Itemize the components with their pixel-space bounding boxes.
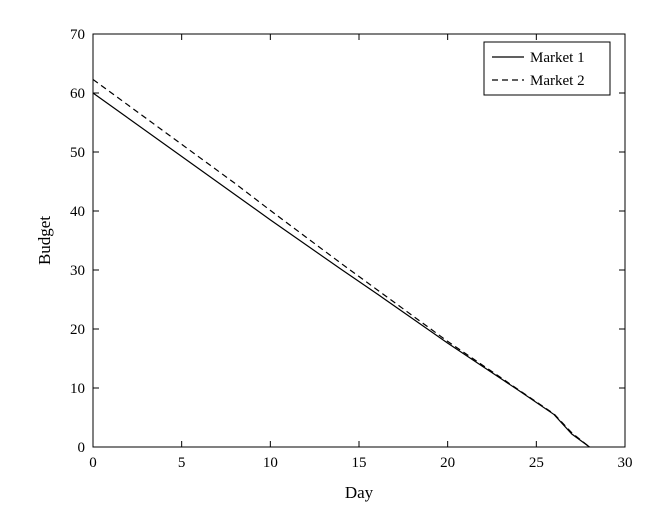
legend-label-2: Market 2 bbox=[530, 73, 585, 89]
x-tick-label: 0 bbox=[89, 455, 97, 471]
x-tick-label: 20 bbox=[440, 455, 455, 471]
series-layer bbox=[92, 78, 590, 448]
series-line-1 bbox=[92, 92, 590, 448]
y-tick-label: 60 bbox=[70, 86, 85, 102]
series-line-2 bbox=[92, 78, 590, 448]
y-axis-label: Budget bbox=[35, 216, 54, 265]
x-tick-label: 30 bbox=[618, 455, 633, 471]
legend: Market 1 Market 2 bbox=[483, 41, 611, 96]
x-tick-label: 5 bbox=[178, 455, 186, 471]
y-tick-label: 50 bbox=[70, 145, 85, 161]
x-tick-label: 25 bbox=[529, 455, 544, 471]
legend-label-1: Market 1 bbox=[530, 50, 585, 66]
x-tick-label: 10 bbox=[263, 455, 278, 471]
axis-ticks: 0 5 10 15 20 25 30 0 10 20 30 40 50 60 70 bbox=[70, 27, 633, 471]
y-tick-label: 10 bbox=[70, 381, 85, 397]
y-tick-label: 30 bbox=[70, 263, 85, 279]
legend-box bbox=[483, 41, 611, 96]
y-tick-label: 40 bbox=[70, 204, 85, 220]
y-tick-label: 0 bbox=[78, 440, 86, 456]
x-tick-label: 15 bbox=[352, 455, 367, 471]
y-tick-label: 20 bbox=[70, 322, 85, 338]
plot-frame bbox=[92, 33, 626, 448]
x-axis-label: Day bbox=[345, 483, 374, 502]
y-tick-label: 70 bbox=[70, 27, 85, 43]
